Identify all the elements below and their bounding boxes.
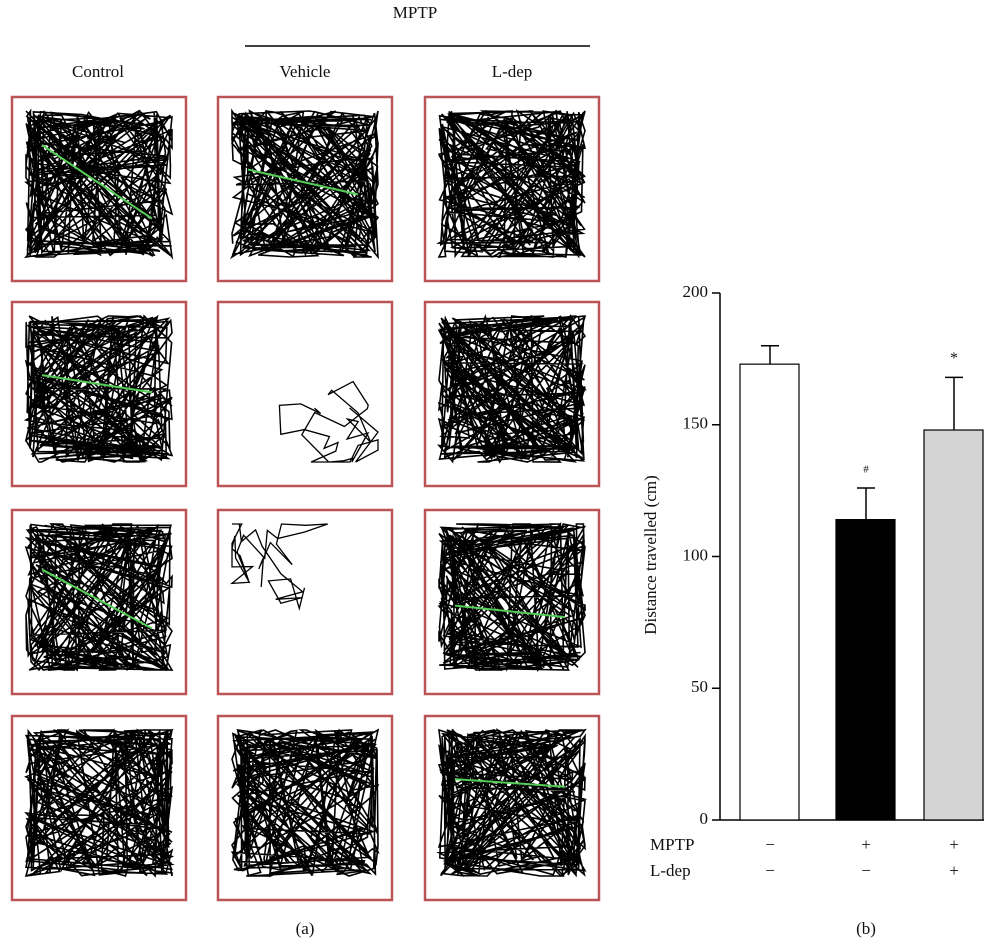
track [437, 521, 587, 673]
condition-name: L-dep [650, 861, 691, 880]
y-axis-label: Distance travelled (cm) [641, 475, 660, 635]
column-label: Vehicle [280, 62, 331, 81]
condition-name: MPTP [650, 835, 694, 854]
track-highlight [247, 168, 359, 196]
group-label: MPTP [393, 3, 437, 22]
arena [216, 508, 394, 696]
track [23, 108, 174, 260]
condition-value: − [861, 861, 871, 880]
track [230, 523, 328, 611]
condition-value: − [765, 861, 775, 880]
y-tick-label: 0 [700, 809, 709, 828]
track [23, 314, 174, 463]
track [437, 313, 587, 464]
column-label: Control [72, 62, 124, 81]
y-tick-label: 150 [683, 414, 709, 433]
track [229, 108, 380, 260]
track-highlight [454, 778, 566, 788]
bar [923, 429, 984, 821]
significance-mark: # [863, 464, 869, 476]
condition-value: + [861, 835, 871, 854]
track-highlight [454, 604, 566, 619]
y-tick-label: 50 [691, 677, 708, 696]
track-highlight [41, 374, 153, 394]
arena [216, 300, 394, 488]
significance-mark: * [950, 350, 958, 367]
track [230, 728, 380, 878]
condition-value: + [949, 835, 959, 854]
track [436, 728, 588, 878]
panel-label: (b) [856, 919, 876, 938]
track-panel [10, 95, 601, 902]
track [24, 523, 174, 672]
bar [835, 519, 896, 821]
panel-label: (a) [296, 919, 315, 938]
track-highlight [41, 144, 153, 220]
y-tick-label: 200 [683, 282, 709, 301]
track [278, 380, 379, 463]
column-label: L-dep [492, 62, 533, 81]
track-highlight [41, 568, 153, 630]
y-tick-label: 100 [683, 545, 709, 564]
condition-value: − [765, 835, 775, 854]
track [24, 728, 175, 878]
condition-value: + [949, 861, 959, 880]
track [435, 109, 586, 259]
bar [739, 363, 800, 821]
